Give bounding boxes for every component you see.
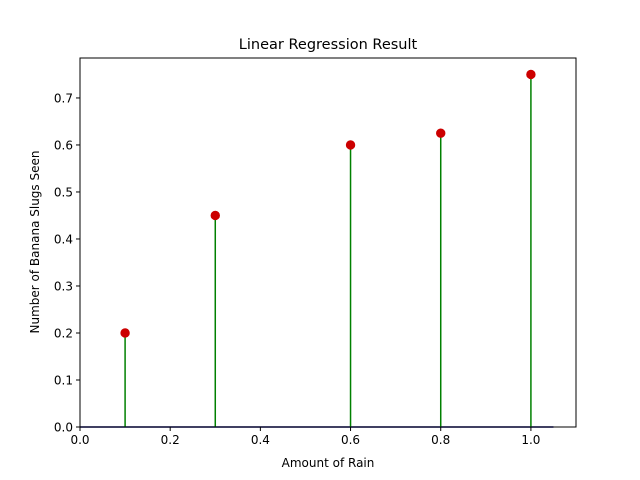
y-tick-label: 0.2 <box>54 326 73 340</box>
y-tick-label: 0.4 <box>54 232 73 246</box>
y-axis-label: Number of Banana Slugs Seen <box>28 151 42 334</box>
data-point <box>210 210 220 221</box>
x-axis-label: Amount of Rain <box>282 456 375 470</box>
chart-title: Linear Regression Result <box>239 37 418 53</box>
data-point <box>436 128 446 138</box>
x-axis-ticks: 0.0 0.2 0.4 0.6 0.8 1.0 <box>70 427 540 447</box>
y-tick-label: 0.5 <box>54 185 73 199</box>
y-tick-label: 0.1 <box>54 373 73 387</box>
x-tick-label: 0.6 <box>341 433 360 447</box>
y-tick-label: 0.6 <box>54 138 73 152</box>
data-point <box>526 69 536 80</box>
axes-frame <box>79 57 577 428</box>
x-tick-label: 0.2 <box>161 433 180 447</box>
y-tick-label: 0.7 <box>54 91 73 105</box>
y-tick-label: 0.0 <box>54 420 73 434</box>
data-point <box>120 328 130 338</box>
data-point <box>345 140 356 150</box>
y-axis-ticks: 0.0 0.1 0.2 0.3 0.4 0.5 0.6 0.7 <box>54 91 80 434</box>
x-tick-label: 0.0 <box>70 433 89 447</box>
x-tick-label: 0.4 <box>251 433 270 447</box>
y-tick-label: 0.3 <box>54 279 73 293</box>
x-tick-label: 1.0 <box>521 433 540 447</box>
x-tick-label: 0.8 <box>431 433 450 447</box>
